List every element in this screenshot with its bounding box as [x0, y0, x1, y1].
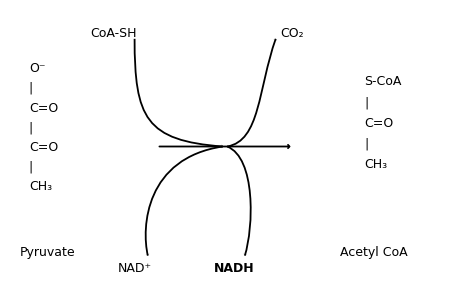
Text: CO₂: CO₂	[280, 27, 304, 40]
Text: S-CoA: S-CoA	[364, 75, 401, 88]
Text: NAD⁺: NAD⁺	[117, 262, 152, 275]
Text: CH₃: CH₃	[364, 158, 387, 171]
Text: C=O: C=O	[29, 141, 58, 154]
Text: CoA-SH: CoA-SH	[90, 27, 137, 40]
Text: |: |	[29, 160, 33, 173]
Text: O⁻: O⁻	[29, 62, 45, 76]
Text: |: |	[29, 82, 33, 95]
Text: |: |	[29, 121, 33, 134]
Text: Acetyl CoA: Acetyl CoA	[340, 246, 407, 259]
Text: CH₃: CH₃	[29, 180, 52, 193]
Text: |: |	[364, 137, 368, 150]
Text: NADH: NADH	[213, 262, 254, 275]
Text: C=O: C=O	[29, 101, 58, 115]
Text: C=O: C=O	[364, 117, 393, 130]
Text: Pyruvate: Pyruvate	[20, 246, 76, 259]
Text: |: |	[364, 96, 368, 109]
